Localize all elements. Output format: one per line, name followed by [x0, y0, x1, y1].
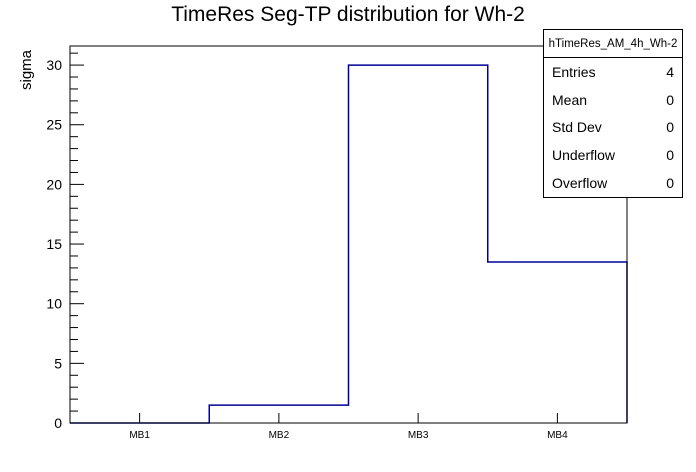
stats-value: 0: [666, 147, 674, 164]
stats-row-underflow: Underflow 0: [544, 141, 682, 169]
x-tick-label: MB2: [269, 430, 290, 441]
stats-value: 0: [666, 175, 674, 192]
y-axis-title: sigma: [18, 49, 35, 90]
stats-row-mean: Mean 0: [544, 86, 682, 114]
y-tick-label: 15: [46, 236, 62, 252]
y-tick-label: 20: [46, 176, 62, 192]
y-tick-label: 30: [46, 57, 62, 73]
stats-rows: Entries 4 Mean 0 Std Dev 0 Underflow 0 O…: [544, 58, 682, 197]
chart-title: TimeRes Seg-TP distribution for Wh-2: [171, 3, 525, 26]
stats-value: 0: [666, 91, 674, 108]
y-tick-label: 10: [46, 296, 62, 312]
histogram-line: [70, 64, 628, 424]
stats-label: Overflow: [552, 175, 608, 192]
y-tick-label: 5: [54, 355, 62, 371]
x-tick-label: MB3: [408, 430, 429, 441]
stats-box: hTimeRes_AM_4h_Wh-2 Entries 4 Mean 0 Std…: [543, 29, 683, 198]
stats-box-title: hTimeRes_AM_4h_Wh-2: [544, 30, 682, 58]
stats-label: Std Dev: [552, 119, 602, 136]
stats-row-entries: Entries 4: [544, 58, 682, 86]
stats-label: Underflow: [552, 147, 616, 164]
stats-label: Entries: [552, 63, 596, 80]
stats-value: 0: [666, 119, 674, 136]
stats-label: Mean: [552, 91, 588, 108]
y-tick-label: 25: [46, 117, 62, 133]
stats-value: 4: [666, 63, 674, 80]
plot-frame: [69, 45, 628, 424]
stats-row-overflow: Overflow 0: [544, 169, 682, 197]
stats-row-stddev: Std Dev 0: [544, 114, 682, 142]
x-tick-label: MB1: [129, 430, 150, 441]
y-tick-label: 0: [54, 415, 62, 431]
x-tick-label: MB4: [547, 430, 568, 441]
